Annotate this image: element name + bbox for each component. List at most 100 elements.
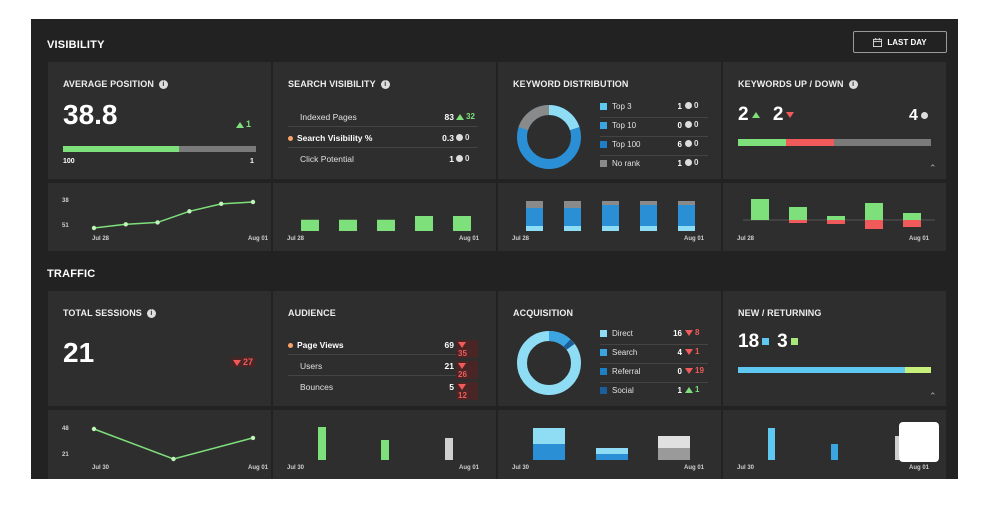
neutral-dot-icon: [685, 121, 692, 129]
panel-total-sessions: TOTAL SESSIONS i 21 27: [48, 291, 271, 406]
x-axis-end-label: Aug 01: [684, 465, 705, 471]
bar: [445, 438, 453, 460]
dashboard: VISIBILITY LAST DAY AVERAGE POSITION i 38…: [31, 19, 958, 479]
down-bar: [789, 220, 807, 223]
info-icon[interactable]: i: [380, 80, 390, 90]
stacked-bar: [602, 201, 619, 231]
arrow-down-icon: [458, 383, 466, 390]
legend-item-referral[interactable]: Referral 0 19: [600, 364, 708, 383]
neutral-dot-icon: [456, 155, 463, 163]
table-row[interactable]: Indexed Pages 83 32: [288, 107, 478, 127]
arrow-up-icon: [456, 113, 464, 120]
neutral-dot-icon: [685, 159, 692, 167]
x-axis-start-label: Jul 28: [92, 236, 110, 242]
selected-dot-icon: [288, 343, 293, 349]
legend-item-search[interactable]: Search 4 1: [600, 345, 708, 364]
table-row[interactable]: Click Potential 1 0: [300, 154, 470, 164]
bar: [301, 219, 319, 231]
info-icon[interactable]: i: [146, 309, 156, 319]
y-axis-top-label: 48: [62, 426, 69, 432]
date-range-label: LAST DAY: [887, 37, 927, 47]
table-row[interactable]: Page Views 69 35: [288, 335, 478, 358]
bar: [381, 440, 389, 460]
arrow-down-icon: [685, 329, 693, 336]
panel-keywords-up-down: KEYWORDS UP / DOWN i 2 2 4 ⌃: [723, 62, 946, 179]
data-point: [91, 225, 97, 231]
stacked-bar: [596, 448, 628, 460]
returning-value: 3: [777, 331, 788, 352]
new-returning-values: 18 3: [738, 331, 798, 353]
stacked-bar: [678, 201, 695, 231]
keywords-up-value: 2: [738, 104, 749, 125]
info-icon[interactable]: i: [848, 80, 858, 90]
bar: [415, 216, 433, 231]
arrow-down-icon: [458, 362, 466, 369]
panel-title: AUDIENCE: [288, 308, 336, 318]
calendar-icon: [873, 37, 883, 47]
stacked-bar: [526, 201, 543, 231]
bar: [339, 219, 357, 231]
average-position-change: 1: [236, 119, 251, 129]
x-axis-start-label: Jul 30: [737, 465, 755, 471]
section-title-traffic: TRAFFIC: [47, 268, 96, 280]
panel-audience: AUDIENCE Page Views 69 35 Users 21 26 Bo…: [273, 291, 496, 406]
date-range-button[interactable]: LAST DAY: [853, 31, 947, 53]
arrow-down-icon: [685, 348, 693, 355]
data-point: [250, 199, 256, 205]
table-row[interactable]: Search Visibility % 0.3 0: [288, 128, 478, 148]
up-bar: [789, 207, 807, 220]
legend-item-direct[interactable]: Direct 16 8: [600, 326, 708, 345]
arrow-down-icon: [685, 367, 693, 374]
x-axis-start-label: Jul 28: [512, 236, 530, 242]
down-bar: [903, 220, 921, 227]
x-axis-end-label: Aug 01: [909, 465, 930, 471]
panel-title: TOTAL SESSIONS: [63, 308, 142, 318]
data-point: [171, 456, 176, 462]
audience-bars: [318, 427, 453, 460]
neutral-dot-icon: [685, 102, 692, 110]
x-axis-end-label: Aug 01: [248, 236, 269, 242]
donut-segment-social: [563, 339, 575, 350]
keywords-up-down-bar: [738, 139, 931, 146]
data-point: [219, 201, 224, 207]
legend-item-social[interactable]: Social 1 1: [600, 383, 708, 401]
collapse-icon[interactable]: ⌃: [929, 391, 937, 401]
keywords-down-value: 2: [772, 104, 784, 125]
chart-panel-total-sessions: 48 21 Jul 30 Aug 01: [48, 410, 271, 479]
legend-item-top10[interactable]: Top 10 0 0: [600, 118, 708, 137]
legend-item-norank[interactable]: No rank 1 0: [600, 156, 708, 174]
total-sessions-value: 21: [63, 337, 95, 368]
x-axis-start-label: Jul 30: [512, 465, 530, 471]
table-row[interactable]: Bounces 5 12: [288, 377, 478, 400]
average-position-value: 38.8: [63, 99, 118, 130]
table-row[interactable]: Users 21 26: [288, 356, 478, 379]
info-icon[interactable]: i: [158, 80, 168, 90]
panel-title: ACQUISITION: [513, 308, 574, 318]
x-axis-start-label: Jul 28: [287, 236, 305, 242]
x-axis-end-label: Aug 01: [459, 465, 480, 471]
legend-swatch: [600, 141, 607, 148]
collapse-icon[interactable]: ⌃: [929, 163, 937, 173]
down-bar: [865, 220, 883, 229]
total-sessions-change: 27: [231, 357, 256, 367]
chart-panel-new-returning: Jul 30 Aug 01: [723, 410, 946, 479]
keywords-neutral: 4: [909, 107, 930, 125]
range-max-label: 1: [250, 158, 254, 165]
donut-segment-search: [548, 331, 571, 347]
up-bar: [751, 199, 769, 220]
legend-item-top100[interactable]: Top 100 6 0: [600, 137, 708, 156]
down-bar: [827, 220, 845, 224]
donut-segment-top3: [548, 104, 580, 131]
up-bar: [865, 203, 883, 220]
panel-title: KEYWORD DISTRIBUTION: [513, 79, 629, 89]
panel-title: SEARCH VISIBILITY: [288, 79, 376, 89]
panel-average-position: AVERAGE POSITION i 38.8 1 100 1: [48, 62, 271, 179]
x-axis-end-label: Aug 01: [684, 236, 705, 242]
up-bar: [903, 213, 921, 220]
new-value: 18: [738, 331, 760, 352]
bar: [377, 219, 395, 231]
arrow-down-icon: [233, 359, 241, 366]
returning-segment: [905, 367, 931, 373]
panel-title: NEW / RETURNING: [738, 308, 822, 318]
